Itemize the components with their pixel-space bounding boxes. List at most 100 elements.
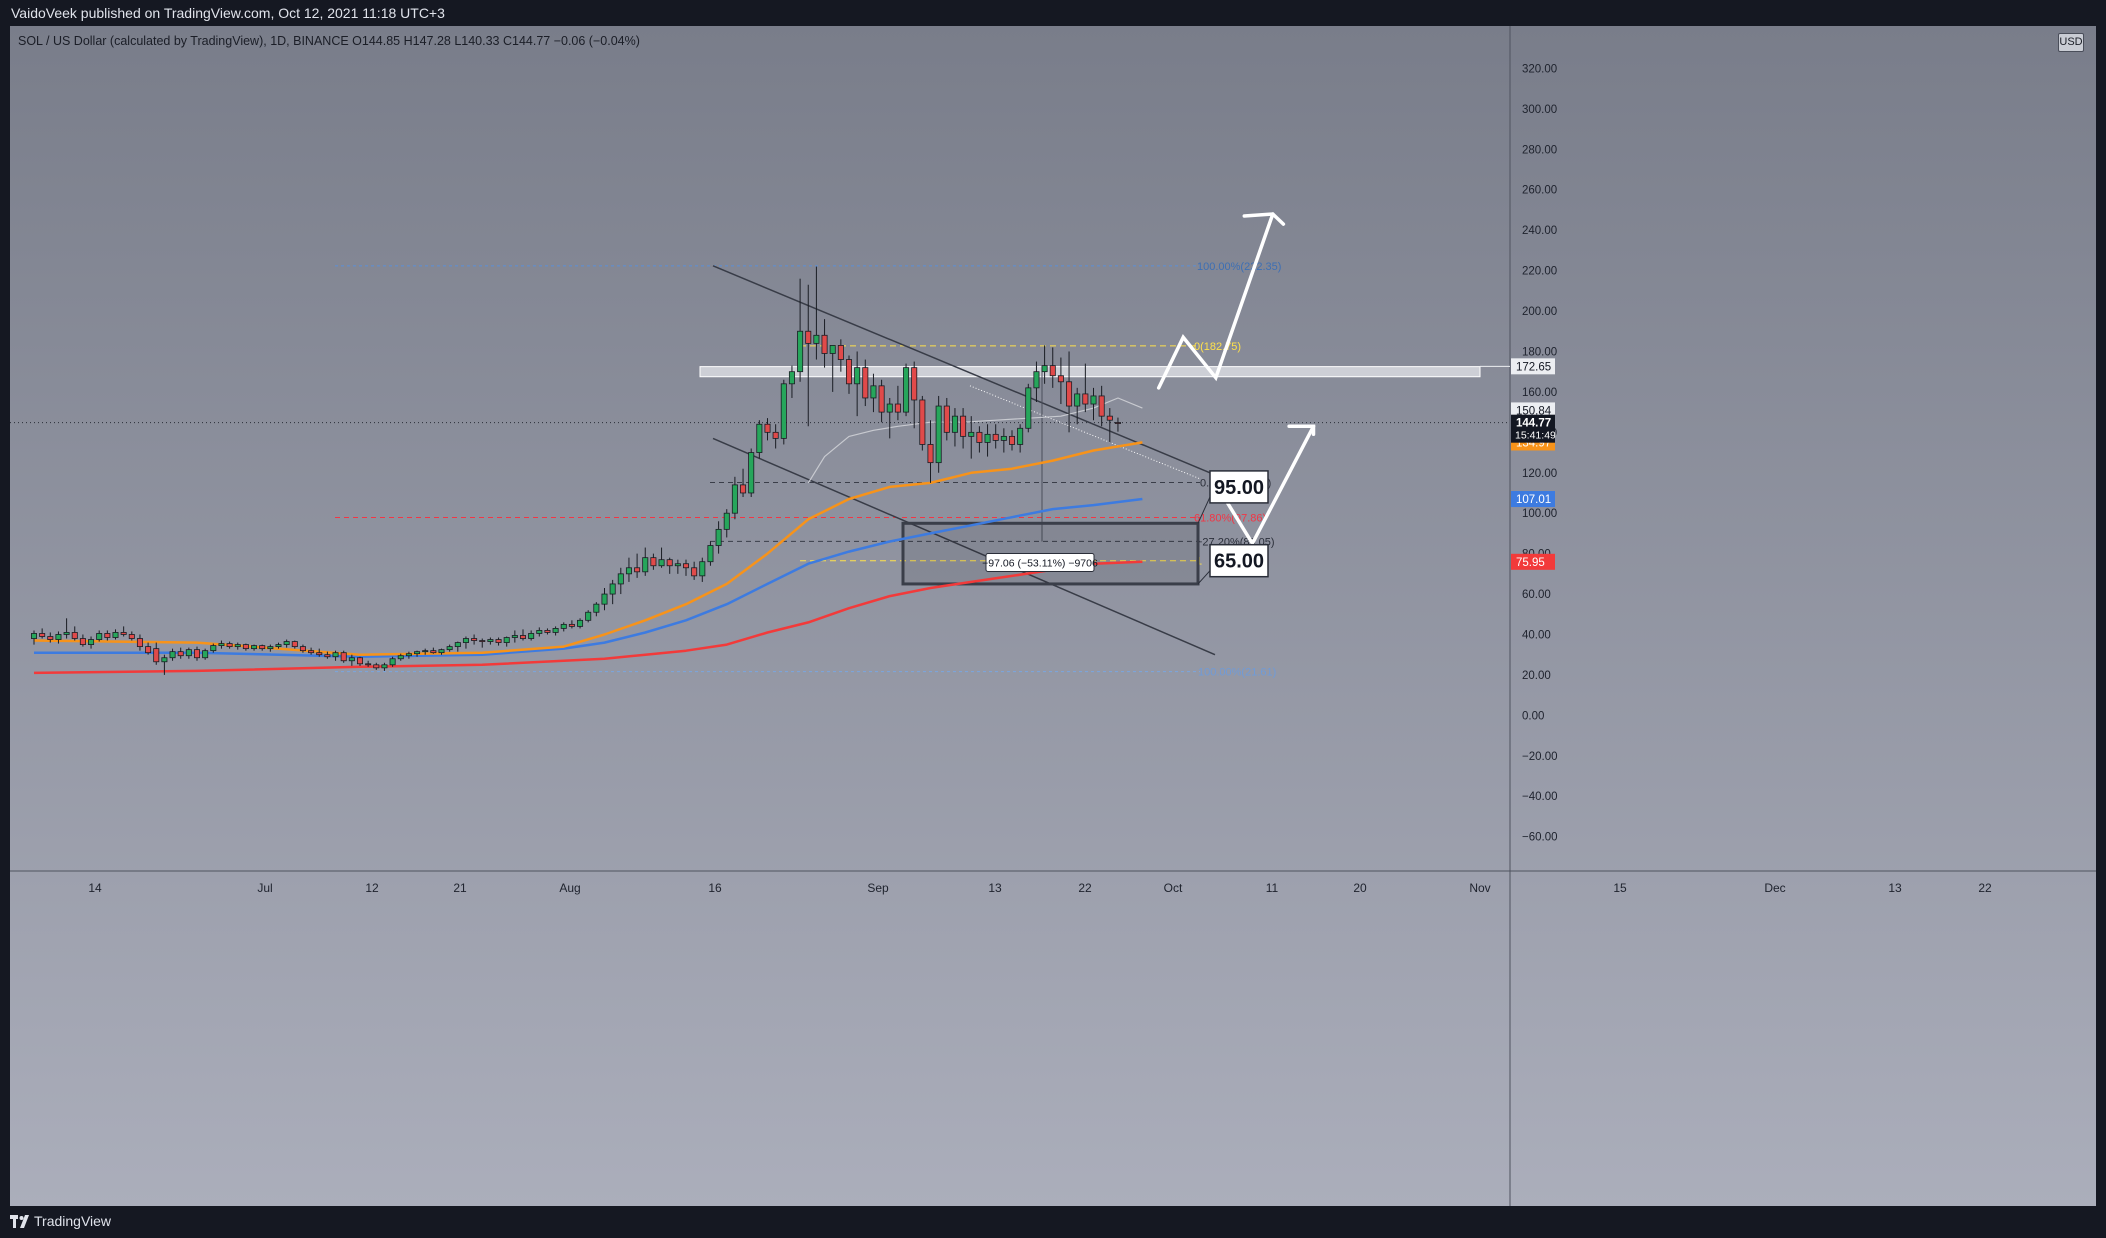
candle bbox=[780, 379, 787, 445]
x-tick-label: Oct bbox=[1164, 881, 1183, 895]
candle-body bbox=[324, 654, 331, 658]
candle-body bbox=[764, 423, 771, 433]
candle bbox=[79, 634, 86, 647]
candle bbox=[55, 631, 62, 644]
ema-blue-line bbox=[34, 497, 1143, 658]
candle-body bbox=[740, 484, 747, 494]
current-price-countdown: 15:41:49 bbox=[1515, 430, 1556, 442]
candle bbox=[104, 630, 111, 641]
candle-body bbox=[894, 403, 901, 413]
candle-body bbox=[756, 423, 763, 453]
candle-body bbox=[813, 334, 820, 344]
candle-body bbox=[854, 367, 861, 385]
candle-body bbox=[1009, 435, 1016, 445]
candle bbox=[707, 541, 714, 566]
candle bbox=[446, 644, 453, 652]
y-tick-label: 280.00 bbox=[1522, 144, 1557, 156]
candle bbox=[47, 632, 54, 643]
candle bbox=[683, 559, 690, 576]
candle-body bbox=[88, 639, 95, 645]
candle-body bbox=[903, 367, 910, 413]
candle-body bbox=[275, 644, 282, 648]
currency-button[interactable]: USD bbox=[2058, 33, 2084, 52]
x-tick-label: Sep bbox=[867, 881, 889, 895]
candle-body bbox=[878, 385, 885, 413]
projection-path-down bbox=[1222, 424, 1316, 548]
candle-body bbox=[658, 559, 665, 567]
y-tick-label: −20.00 bbox=[1522, 751, 1558, 763]
candle bbox=[275, 642, 282, 649]
candle bbox=[153, 642, 160, 665]
candle bbox=[837, 339, 844, 372]
candle bbox=[267, 644, 274, 652]
candle-body bbox=[226, 643, 233, 648]
candle bbox=[756, 420, 763, 459]
candle-body bbox=[422, 650, 429, 653]
candle-body bbox=[356, 657, 363, 665]
candle-body bbox=[1098, 395, 1105, 417]
candle bbox=[715, 521, 722, 554]
candle-body bbox=[846, 359, 853, 385]
price-label: 75.95 bbox=[1516, 557, 1545, 569]
candle-body bbox=[593, 603, 600, 613]
trendline-lower bbox=[712, 437, 1216, 656]
fib-label-top: 100.00%(222.35) bbox=[1197, 261, 1281, 273]
candle bbox=[519, 629, 526, 641]
candle bbox=[911, 361, 918, 429]
y-tick-label: 160.00 bbox=[1522, 387, 1557, 399]
candle bbox=[389, 656, 396, 667]
x-tick-label: 20 bbox=[1353, 881, 1367, 895]
candle bbox=[536, 627, 543, 637]
x-tick-label: 11 bbox=[1266, 881, 1279, 895]
candle bbox=[96, 630, 103, 642]
candle-body bbox=[674, 563, 681, 567]
candle bbox=[324, 651, 331, 659]
measure-label: −97.06 (−53.11%) −9706 bbox=[982, 557, 1098, 569]
candle-body bbox=[39, 633, 46, 637]
price-chart[interactable]: 320.00300.00280.00260.00240.00220.00200.… bbox=[10, 26, 2096, 1206]
candle bbox=[299, 644, 306, 653]
fib-label-0: 0(182.75) bbox=[1194, 341, 1241, 353]
y-tick-label: 240.00 bbox=[1522, 225, 1557, 237]
candle bbox=[748, 448, 755, 498]
projection-arrowhead-down bbox=[1287, 424, 1316, 437]
candle bbox=[1049, 347, 1056, 388]
candle-body bbox=[780, 383, 787, 439]
candle-body bbox=[218, 643, 225, 646]
y-tick-label: 180.00 bbox=[1522, 346, 1557, 358]
ema-red-line bbox=[33, 560, 1143, 675]
candle bbox=[136, 634, 143, 651]
candle bbox=[185, 647, 192, 659]
candle-body bbox=[446, 646, 453, 651]
candle-body bbox=[1090, 395, 1097, 405]
candle bbox=[120, 626, 127, 637]
candle bbox=[601, 587, 608, 611]
candle-body bbox=[185, 649, 192, 657]
candle-body bbox=[943, 405, 950, 433]
y-tick-label: 20.00 bbox=[1522, 670, 1551, 682]
candle bbox=[886, 397, 893, 439]
candle-body bbox=[511, 635, 518, 638]
candle bbox=[854, 351, 861, 417]
resistance-zone bbox=[699, 366, 1481, 378]
candle-body bbox=[120, 632, 127, 635]
candle-body bbox=[430, 650, 437, 654]
candle-body bbox=[1017, 427, 1024, 445]
candle-body bbox=[202, 650, 209, 659]
candle-body bbox=[829, 345, 836, 354]
candle-body bbox=[886, 403, 893, 413]
candle-body bbox=[267, 646, 274, 650]
candle-body bbox=[169, 651, 176, 659]
candle bbox=[1009, 430, 1016, 451]
candle-body bbox=[242, 644, 249, 650]
candle bbox=[1098, 385, 1105, 427]
candle bbox=[430, 647, 437, 654]
footer-bar: TradingView bbox=[0, 1206, 2106, 1238]
candle-body bbox=[365, 663, 372, 666]
candle-body bbox=[503, 637, 510, 643]
candle bbox=[373, 662, 380, 670]
candle-body bbox=[609, 583, 616, 595]
x-tick-label: 12 bbox=[365, 881, 379, 895]
target-high-pointer bbox=[1197, 496, 1211, 524]
candle bbox=[234, 642, 241, 650]
